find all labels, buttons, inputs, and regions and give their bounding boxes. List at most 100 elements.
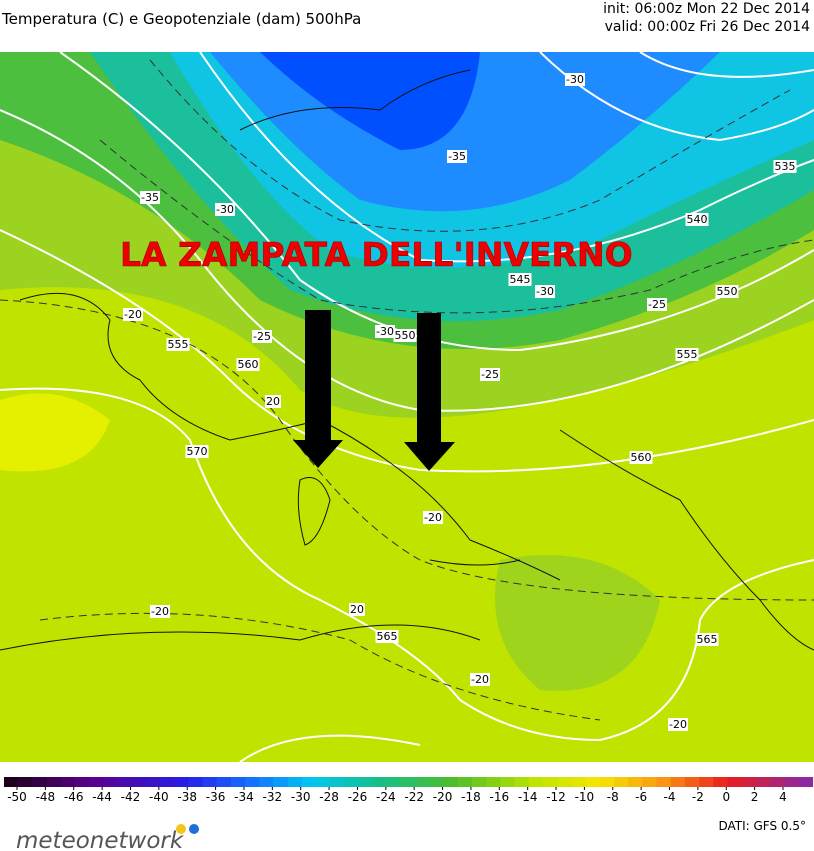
colorbar-cell [145,777,161,787]
colorbar-cell [259,777,275,787]
colorbar-cell [344,777,360,787]
colorbar-cell [713,777,728,787]
contour-label: 560 [238,358,259,371]
contour-label: 570 [187,445,208,458]
contour-label: 550 [717,285,738,298]
arrows [293,310,455,471]
logo-dot [176,824,186,834]
label-bg [629,451,653,464]
colorbar-cell [301,777,317,787]
contours [0,52,814,762]
arrow [404,313,455,471]
contour-label: -30 [566,73,584,86]
label-bg [215,203,235,216]
colorbar-label: -40 [149,790,169,804]
colorbar-cell [727,777,743,787]
label-bg [423,511,443,524]
contour-label: -20 [471,673,489,686]
colorbar-cell [216,777,232,787]
colorbar-cell [443,777,459,787]
colorbar-label: -2 [692,790,704,804]
colorbar-label: -42 [121,790,141,804]
field [260,52,480,150]
label-bg [535,285,555,298]
colorbar-cell [684,777,700,787]
contour-label: 550 [395,329,416,342]
contour-label: -30 [376,325,394,338]
label-bg [480,368,500,381]
contour-label: -30 [536,285,554,298]
label-bg [715,285,739,298]
label-bg [123,308,143,321]
colorbar-cell [358,777,374,787]
colorbar-cell [60,777,76,787]
label-bg [375,325,395,338]
colorbar-cell [670,777,686,787]
contour-label: -20 [124,308,142,321]
colorbar-label: 2 [751,790,759,804]
colorbar-cell [316,777,331,787]
colorbar-cell [770,777,785,787]
colorbar-label: -20 [433,790,453,804]
label-bg [349,603,365,616]
init-time: init: 06:00z Mon 22 Dec 2014 [603,1,810,17]
colorbar-label: 0 [722,790,730,804]
colorbar-label: -16 [489,790,509,804]
colorbar-cell [174,777,189,787]
colorbar-cell [74,777,90,787]
data-source: DATI: GFS 0.5° [718,819,806,833]
colorbar-label: -6 [635,790,647,804]
colorbar-label: 4 [779,790,787,804]
colorbar-cell [486,777,501,787]
valid-time: valid: 00:00z Fri 26 Dec 2014 [605,19,810,35]
colorbar-cell [656,777,672,787]
label-bg [166,338,190,351]
contour-label: -30 [216,203,234,216]
colorbar-cell [117,777,133,787]
contour-label: 535 [775,160,796,173]
colorbar-cell [245,777,260,787]
label-bg [252,330,272,343]
contour-label: -25 [481,368,499,381]
colorbar-cell [273,777,289,787]
colorbar-label: -34 [234,790,254,804]
colorbar-cell [599,777,615,787]
field [495,555,660,691]
isotherms [0,59,814,721]
colorbar-cell [387,777,402,787]
colorbar-cell [585,777,601,787]
label-bg [470,673,490,686]
label-bg [185,445,209,458]
colorbar-cell [131,777,147,787]
label-bg [647,298,667,311]
colorbar-cell [628,777,643,787]
contour-label: -35 [448,150,466,163]
colorbar-label: -36 [206,790,226,804]
colorbar-label: -14 [518,790,538,804]
colorbar-cell [699,777,714,787]
colorbar-cell [571,777,587,787]
colorbar-cell [741,777,757,787]
label-bg [150,605,170,618]
colorbar-cell [755,777,771,787]
colorbar-cell [528,777,544,787]
colorbar-label: -26 [348,790,368,804]
colorbar: -50 -48 -46 -44 -42 -40 -38 -36 -34 -32 -30 -28 -26-… [4,777,814,804]
contour-label: 545 [510,273,531,286]
colorbar-cell [557,777,572,787]
label-bg [393,329,417,342]
logo-dot [189,824,199,834]
label-bg [508,273,532,286]
contour-label: -25 [253,330,271,343]
contour-label: 565 [377,630,398,643]
colorbar-cell [188,777,204,787]
title: Temperatura (C) e Geopotenziale (dam) 50… [1,10,361,28]
label-bg [265,395,281,408]
colorbar-cell [500,777,516,787]
colorbar-label: -32 [263,790,283,804]
colorbar-label: -22 [404,790,424,804]
colorbar-label: -38 [177,790,197,804]
colorbar-cell [4,777,19,787]
colorbar-cell [330,777,345,787]
